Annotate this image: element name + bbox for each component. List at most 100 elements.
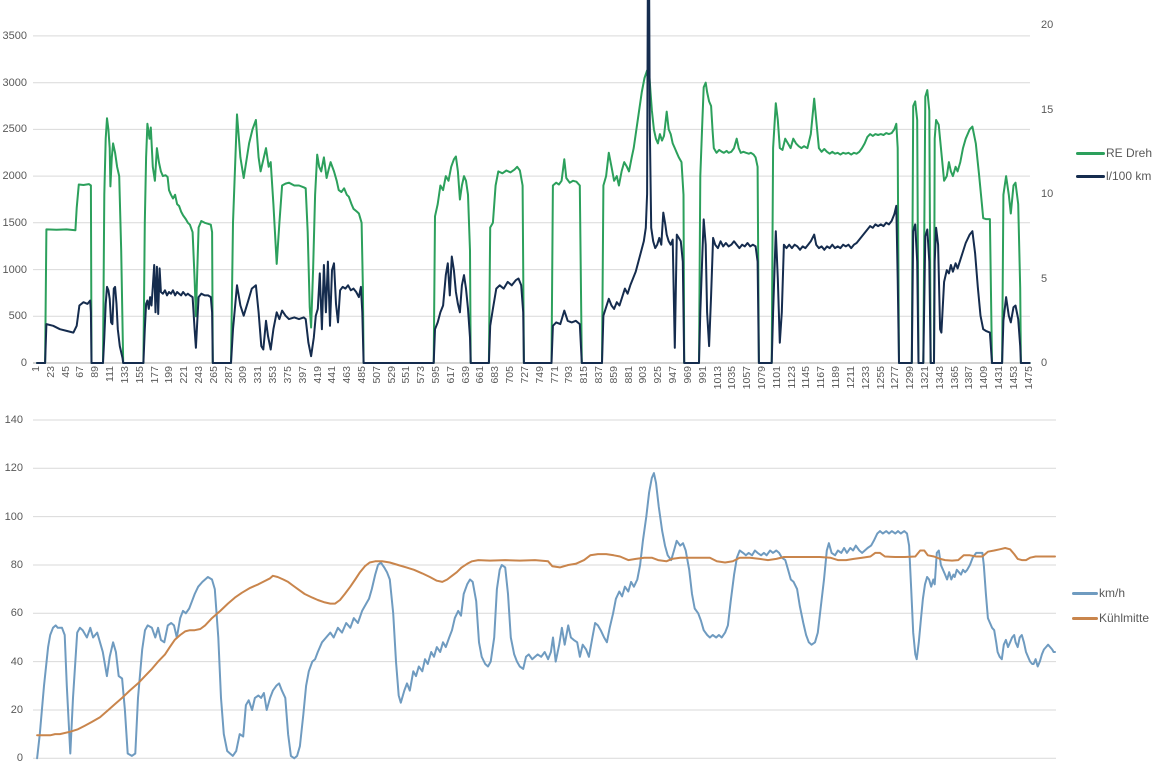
category-axis-tick: 177: [148, 366, 161, 384]
consumption-axis-tick: 10: [1041, 188, 1054, 200]
legend-item-re-drehzahl[interactable]: RE Drehz: [1076, 145, 1152, 161]
legend-label-kuehlmittel: Kühlmitte: [1099, 611, 1150, 625]
speed-axis-tick: 120: [4, 462, 23, 475]
category-axis-tick: 1475: [1022, 366, 1035, 390]
category-axis-tick: 199: [163, 366, 176, 384]
category-axis-tick: 1277: [889, 366, 902, 390]
category-axis-tick: 749: [533, 366, 546, 384]
category-axis-tick: 265: [207, 366, 220, 384]
category-axis-tick: 573: [415, 366, 428, 384]
category-axis-tick: 111: [104, 366, 117, 382]
category-axis-tick: 837: [593, 366, 605, 384]
category-axis-tick: 1453: [1007, 366, 1020, 390]
category-axis-tick: 309: [237, 366, 250, 384]
category-axis-tick: 1: [30, 366, 42, 372]
speed-axis-tick: 140: [4, 413, 23, 426]
category-axis-tick: 331: [252, 366, 265, 384]
category-axis-tick: 155: [133, 366, 146, 384]
category-axis-tick: 463: [341, 366, 354, 384]
category-axis-tick: 67: [74, 366, 87, 378]
category-axis-tick: 287: [222, 366, 235, 384]
category-axis-tick: 1211: [844, 366, 857, 389]
legend-item-kmh[interactable]: km/h: [1072, 585, 1149, 601]
series-re-drehzahl-line[interactable]: [36, 69, 1031, 364]
category-axis-tick: 1233: [859, 366, 872, 390]
category-axis-tick: 133: [118, 366, 131, 384]
category-axis-tick: 529: [385, 366, 398, 384]
category-axis-tick: 1321: [918, 366, 931, 390]
category-axis-tick: 793: [563, 366, 576, 384]
series-kmh-line[interactable]: [36, 472, 1056, 760]
legend-item-kuehlmittel[interactable]: Kühlmitte: [1072, 610, 1149, 626]
category-axis-tick: 1365: [948, 366, 961, 390]
speed-axis-tick: 100: [4, 510, 23, 523]
category-axis-tick: 1431: [993, 366, 1006, 390]
legend-label-l-100km: l/100 km: [1106, 169, 1152, 183]
category-axis-tick: 419: [311, 366, 324, 384]
legend-top: RE Drehz l/100 km: [1076, 145, 1152, 191]
speed-axis-tick: 0: [16, 752, 23, 762]
category-axis-tick: 925: [652, 366, 665, 384]
category-axis-tick: 45: [59, 366, 72, 378]
consumption-axis-tick: 20: [1041, 19, 1054, 31]
category-axis-tick: 859: [607, 366, 620, 384]
category-axis-tick: 375: [281, 366, 294, 384]
category-axis-tick: 705: [504, 366, 517, 384]
category-axis-tick: 221: [178, 366, 191, 384]
category-axis-tick: 1035: [726, 366, 739, 390]
category-axis-tick: 397: [296, 366, 309, 384]
rpm-axis-tick: 0: [20, 357, 27, 369]
legend-swatch-kuehlmittel: [1072, 616, 1098, 620]
rpm-axis-tick: 2000: [2, 170, 27, 183]
category-axis-tick: 1299: [904, 366, 917, 390]
category-axis-tick: 661: [474, 366, 487, 384]
category-axis-tick: 353: [267, 366, 280, 384]
legend-item-l-100km[interactable]: l/100 km: [1076, 168, 1152, 184]
category-axis-tick: 507: [370, 366, 383, 384]
category-axis-tick: 639: [459, 366, 472, 384]
category-axis-tick: 1079: [755, 366, 768, 390]
legend-swatch-re-drehzahl: [1076, 151, 1105, 155]
category-axis-tick: 1013: [711, 366, 724, 390]
category-axis-tick: 1343: [933, 366, 946, 390]
rpm-axis-tick: 1000: [2, 263, 27, 276]
category-axis-tick: 1123: [785, 366, 798, 389]
category-axis-tick: 771: [548, 366, 561, 384]
consumption-axis-tick: 15: [1041, 103, 1054, 116]
rpm-axis-tick: 3000: [2, 76, 27, 89]
category-axis-tick: 617: [444, 366, 457, 384]
category-axis-tick: 485: [355, 366, 368, 384]
category-axis-tick: 903: [637, 366, 650, 384]
series-kuehlmittel-line[interactable]: [36, 547, 1056, 737]
consumption-axis-tick: 0: [1041, 357, 1048, 369]
category-axis-tick: 815: [578, 366, 591, 384]
legend-swatch-kmh: [1072, 591, 1098, 595]
category-axis-tick: 991: [696, 366, 709, 384]
legend-bottom: km/h Kühlmitte: [1072, 585, 1149, 633]
category-axis-tick: 551: [400, 366, 413, 384]
category-axis-tick: 1189: [830, 366, 843, 389]
category-axis-tick: 243: [192, 366, 205, 384]
series-l-100km-line[interactable]: [36, 0, 1031, 364]
consumption-axis-tick: 5: [1041, 272, 1048, 285]
speed-axis-tick: 40: [10, 655, 23, 668]
category-axis-tick: 969: [681, 366, 694, 384]
category-axis-tick: 1101: [770, 366, 783, 389]
category-axis-tick: 881: [622, 366, 635, 384]
rpm-axis-tick: 1500: [2, 216, 27, 229]
legend-label-kmh: km/h: [1099, 586, 1126, 600]
rpm-axis-tick: 500: [8, 310, 27, 323]
category-axis-tick: 1255: [874, 366, 887, 390]
category-axis-tick: 1167: [815, 366, 828, 389]
speed-axis-tick: 20: [10, 703, 23, 716]
category-axis-tick: 1409: [978, 366, 991, 390]
category-axis-tick: 23: [44, 366, 57, 378]
category-axis-tick: 441: [326, 366, 339, 384]
category-axis-tick: 89: [89, 366, 102, 378]
legend-label-re-drehzahl: RE Drehz: [1106, 146, 1152, 160]
speed-axis-tick: 60: [10, 607, 23, 620]
category-axis-tick: 947: [667, 366, 680, 384]
legend-swatch-l-100km: [1076, 174, 1105, 178]
